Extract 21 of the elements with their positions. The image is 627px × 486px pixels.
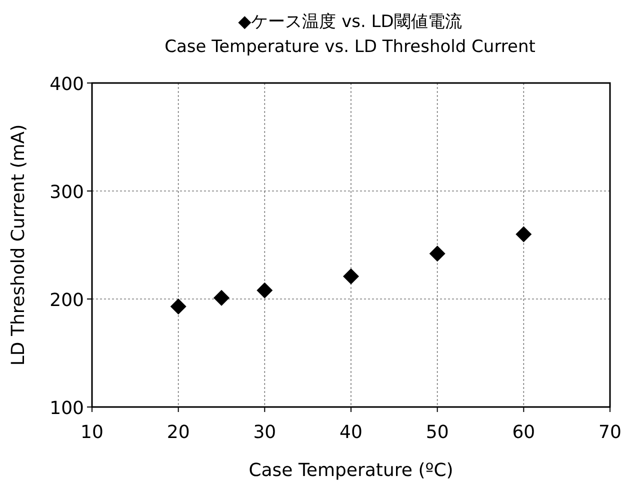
x-tick-label: 30 <box>253 422 276 443</box>
x-tick-label: 60 <box>512 422 536 443</box>
y-tick-label: 200 <box>50 290 84 311</box>
x-tick-label: 50 <box>426 422 449 443</box>
chart-title: ◆ケース温度 vs. LD閾値電流 <box>238 12 462 32</box>
point <box>214 290 230 306</box>
x-tick-label: 20 <box>166 422 190 443</box>
x-tick-label: 70 <box>598 422 622 443</box>
point <box>170 298 186 315</box>
y-tick-label: 300 <box>50 182 84 203</box>
y-tick-label: 100 <box>50 398 84 419</box>
x-tick-label: 40 <box>340 422 362 443</box>
y-tick-label: 400 <box>50 74 84 95</box>
point <box>516 226 532 242</box>
x-axis-title: Case Temperature (ºC) <box>248 460 454 481</box>
y-axis-title: LD Threshold Current (mA) <box>8 124 29 366</box>
point <box>256 282 273 298</box>
point <box>429 246 446 262</box>
point <box>343 268 359 284</box>
x-tick-label: 10 <box>80 422 104 443</box>
chart-subtitle: Case Temperature vs. LD Threshold Current <box>164 37 536 57</box>
